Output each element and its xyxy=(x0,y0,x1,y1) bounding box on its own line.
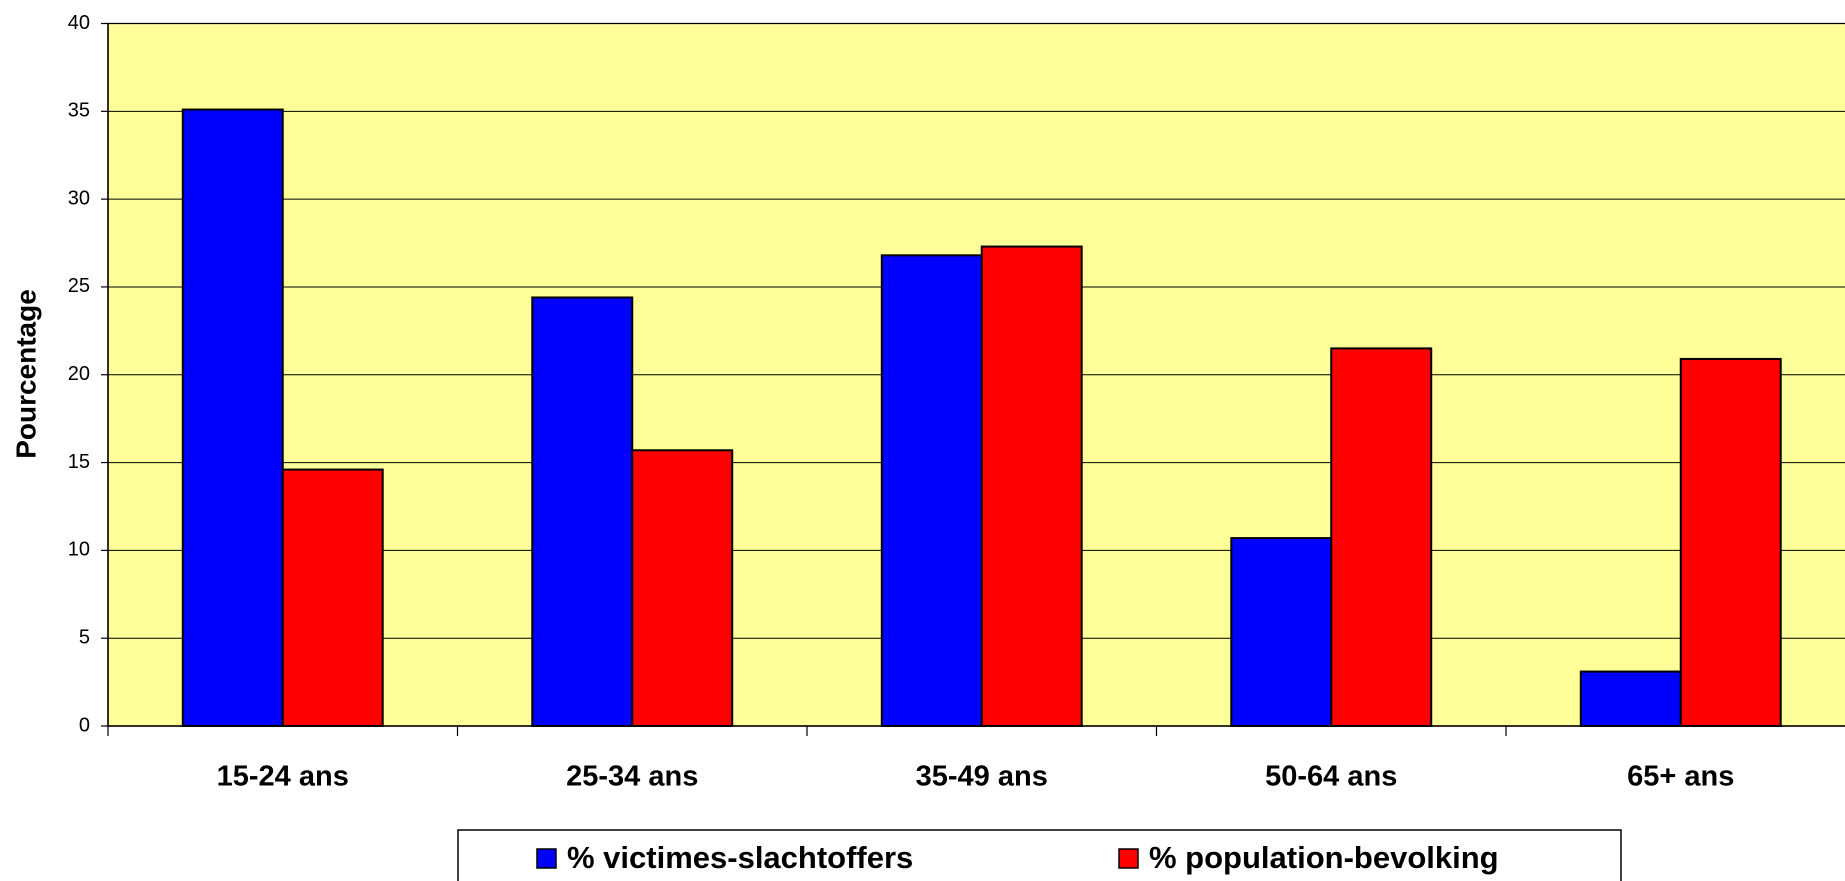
x-tick-label: 15-24 ans xyxy=(217,761,349,793)
x-tick-label: 35-49 ans xyxy=(916,761,1048,793)
legend-box xyxy=(457,829,1622,881)
bar xyxy=(531,296,634,727)
bar xyxy=(1330,347,1433,727)
legend-label: % population-bevolking xyxy=(1149,840,1499,875)
y-tick-label: 20 xyxy=(68,363,90,385)
y-tick-label: 10 xyxy=(68,539,90,561)
legend-label: % victimes-slachtoffers xyxy=(567,840,913,875)
y-tick-label: 25 xyxy=(68,275,90,297)
y-axis-label: Pourcentage xyxy=(10,289,41,459)
x-tick-label: 25-34 ans xyxy=(566,761,698,793)
bar xyxy=(631,449,734,727)
x-tick-label: 50-64 ans xyxy=(1265,761,1397,793)
legend-swatch xyxy=(536,848,557,869)
bar xyxy=(980,245,1083,727)
bar xyxy=(281,468,384,727)
y-tick-label: 30 xyxy=(68,187,90,209)
y-tick-label: 15 xyxy=(68,451,90,473)
bar xyxy=(1230,537,1333,727)
y-tick-label: 35 xyxy=(68,100,90,122)
bar xyxy=(181,108,284,727)
y-tick-label: 0 xyxy=(79,714,90,736)
x-tick-label: 65+ ans xyxy=(1627,761,1734,793)
bar xyxy=(1679,357,1782,727)
bar xyxy=(1579,670,1682,728)
bar xyxy=(880,254,983,727)
y-tick-label: 5 xyxy=(79,626,90,648)
y-tick-label: 40 xyxy=(68,12,90,34)
legend-swatch xyxy=(1118,848,1139,869)
